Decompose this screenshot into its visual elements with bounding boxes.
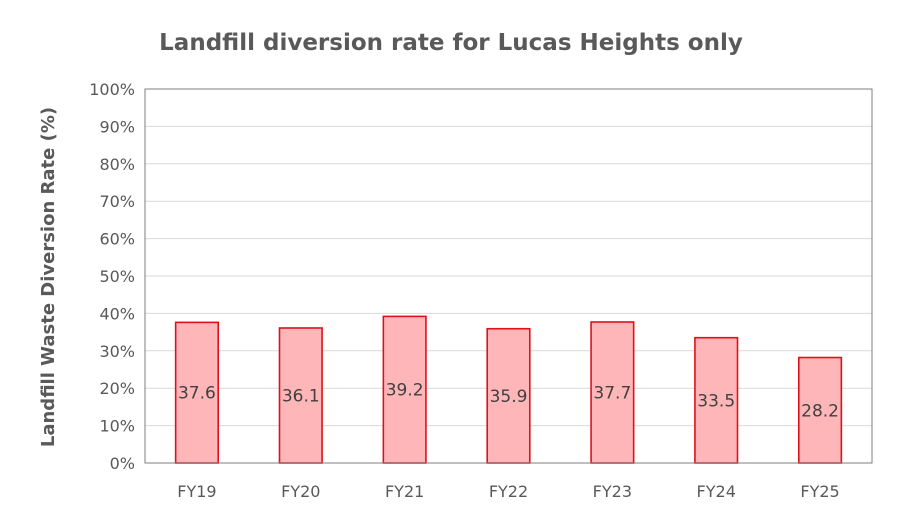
- plot-area-frame: [144, 88, 873, 464]
- data-label-FY24: 33.5: [697, 391, 735, 411]
- bar-FY25: [797, 356, 843, 464]
- data-label-FY25: 28.2: [801, 401, 839, 421]
- y-tick-label-90: 90%: [99, 117, 135, 136]
- x-tick-label-FY24: FY24: [697, 482, 736, 501]
- y-tick-label-60: 60%: [99, 230, 135, 249]
- data-label-FY19: 37.6: [178, 384, 216, 404]
- y-tick-label-50: 50%: [99, 267, 135, 286]
- x-tick-label-FY23: FY23: [593, 482, 632, 501]
- y-tick-label-30: 30%: [99, 342, 135, 361]
- data-label-FY22: 35.9: [490, 387, 528, 407]
- y-tick-label-80: 80%: [99, 155, 135, 174]
- x-axis-ticks: FY19 FY20 FY21 FY22 FY23 FY24 FY25: [177, 482, 839, 501]
- x-tick-label-FY22: FY22: [489, 482, 528, 501]
- bar-FY19: [174, 321, 220, 464]
- x-tick-label-FY25: FY25: [800, 482, 839, 501]
- chart-title: Landfill diversion rate for Lucas Height…: [159, 30, 743, 56]
- data-label-FY20: 36.1: [282, 386, 320, 406]
- x-tick-label-FY20: FY20: [281, 482, 320, 501]
- y-axis-label: Landfill Waste Diversion Rate (%): [38, 107, 59, 447]
- data-label-FY23: 37.7: [593, 384, 631, 404]
- data-label-FY21: 39.2: [386, 381, 424, 401]
- y-axis-ticks: 0% 10% 20% 30% 40% 50% 60% 70% 80% 90% 100%: [89, 80, 135, 473]
- y-tick-label-10: 10%: [99, 417, 135, 436]
- x-tick-label-FY19: FY19: [177, 482, 216, 501]
- x-tick-label-FY21: FY21: [385, 482, 424, 501]
- y-tick-label-70: 70%: [99, 192, 135, 211]
- gridlines: [145, 125, 872, 427]
- y-tick-label-20: 20%: [99, 379, 135, 398]
- y-tick-label-40: 40%: [99, 304, 135, 323]
- y-tick-label-100: 100%: [89, 80, 135, 99]
- y-tick-label-0: 0%: [110, 454, 135, 473]
- bars: 37.6 36.1 39.2 35.9 37.7 33.5 28.2: [174, 315, 843, 464]
